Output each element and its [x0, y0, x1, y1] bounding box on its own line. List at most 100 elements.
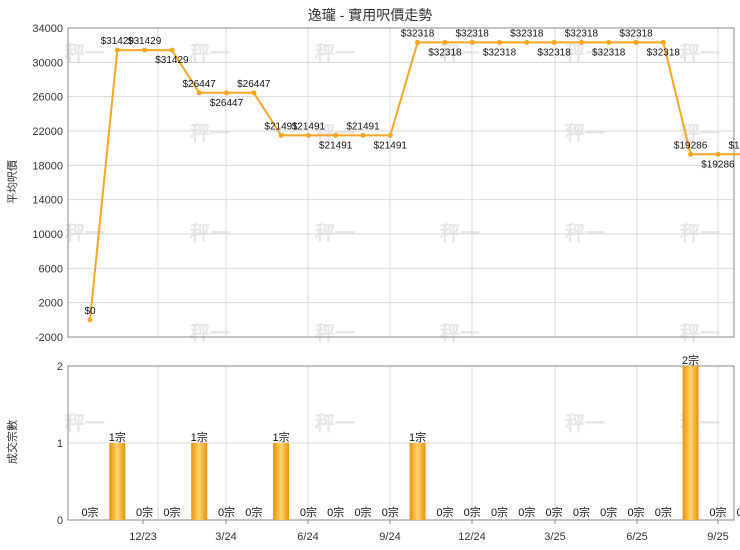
- price-point: [169, 47, 175, 53]
- price-point: [360, 132, 366, 138]
- price-point: [633, 39, 639, 45]
- transaction-data-label: 0宗: [627, 505, 644, 519]
- price-data-label: $32318: [647, 47, 681, 58]
- price-point: [415, 39, 421, 45]
- transaction-data-label: 2宗: [682, 353, 699, 367]
- transaction-data-label: 0宗: [436, 505, 453, 519]
- price-point: [497, 39, 502, 45]
- count-tick-label: 1: [57, 438, 63, 450]
- price-point: [578, 39, 584, 45]
- price-tick-label: 34000: [32, 23, 63, 35]
- transaction-data-label: 0宗: [518, 505, 535, 519]
- transaction-data-label: 1宗: [109, 430, 126, 444]
- price-point: [606, 39, 612, 45]
- transaction-data-label: 1宗: [273, 430, 290, 444]
- transaction-bar: [273, 443, 290, 520]
- transaction-data-label: 0宗: [573, 505, 590, 519]
- price-line-chart: -2000 2000 6000 10000 14000 18000 22000 26000 30…: [32, 23, 740, 344]
- watermark: 秤一: [65, 412, 105, 435]
- transaction-data-label: 0宗: [81, 505, 98, 519]
- price-data-label: $21491: [264, 121, 298, 132]
- transaction-data-label: 0宗: [464, 505, 481, 519]
- price-tick-label: 10000: [32, 229, 63, 241]
- price-data-label: $32318: [428, 47, 462, 58]
- price-tick-label: 30000: [32, 57, 63, 69]
- price-point: [387, 132, 393, 138]
- price-tick-label: -2000: [35, 332, 63, 344]
- price-data-label: $31429: [101, 36, 135, 47]
- transaction-data-label: 0宗: [300, 505, 317, 519]
- price-data-label: $32318: [510, 28, 544, 39]
- price-point: [688, 151, 694, 157]
- x-tick-label: 12/23: [129, 531, 157, 543]
- transaction-data-label: 0宗: [218, 505, 235, 519]
- price-data-label: $32318: [537, 47, 571, 58]
- price-point: [715, 151, 721, 157]
- price-data-label: $32318: [401, 28, 435, 39]
- x-tick-label: 3/25: [544, 531, 565, 543]
- price-data-label: $0: [84, 306, 96, 317]
- x-tick-label: 3/24: [215, 531, 236, 543]
- price-tick-label: 22000: [32, 126, 63, 138]
- price-data-label: $21491: [346, 121, 380, 132]
- price-point: [224, 90, 229, 96]
- watermark: 秤一: [440, 322, 480, 345]
- price-data-label: $32318: [456, 28, 490, 39]
- transaction-data-label: 0宗: [382, 505, 399, 519]
- price-data-label: $26447: [210, 98, 244, 109]
- price-tick-label: 2000: [39, 298, 63, 310]
- watermark: 秤一: [315, 322, 355, 345]
- price-axis-label: 平均呎價: [5, 160, 19, 204]
- transaction-data-label: 0宗: [354, 505, 371, 519]
- price-point: [305, 132, 311, 138]
- count-axis-label: 成交宗數: [5, 420, 19, 464]
- price-point: [469, 39, 475, 45]
- price-point: [551, 39, 557, 45]
- price-data-label: $19286: [701, 159, 735, 170]
- price-data-label: $26447: [237, 79, 271, 90]
- transaction-bar-chart: 0 1 2 12/23 3/24 6/24 9/24 12/24 3/25 6/25 9/25 0宗 1…: [57, 353, 740, 543]
- transaction-data-label: 0宗: [737, 505, 740, 519]
- watermark: 秤一: [680, 42, 720, 65]
- transaction-data-label: 0宗: [655, 505, 672, 519]
- price-data-label: $32318: [592, 47, 626, 58]
- price-tick-label: 18000: [32, 160, 63, 172]
- transaction-bar: [409, 443, 426, 520]
- price-plot-frame: [67, 27, 735, 338]
- transaction-data-label: 0宗: [136, 505, 153, 519]
- watermark: 秤一: [440, 42, 480, 65]
- watermark: 秤一: [565, 42, 605, 65]
- price-data-label: $21491: [319, 140, 353, 151]
- watermark: 秤一: [190, 322, 230, 345]
- price-point: [278, 132, 284, 138]
- watermark: 秤一: [680, 322, 720, 345]
- price-data-label: $26447: [183, 79, 217, 90]
- watermark: 秤一: [565, 122, 605, 145]
- transaction-bar: [109, 443, 126, 520]
- price-point: [196, 90, 202, 96]
- price-data-label: $21491: [374, 140, 408, 151]
- price-data-label: $19286: [674, 140, 708, 151]
- transaction-data-label: 1宗: [409, 430, 426, 444]
- count-tick-label: 2: [57, 361, 63, 373]
- price-data-label: $31429: [155, 55, 189, 66]
- transaction-data-label: 0宗: [546, 505, 563, 519]
- x-tick-label: 6/24: [297, 531, 318, 543]
- count-tick-label: 0: [57, 515, 63, 527]
- price-point: [251, 90, 257, 96]
- transaction-data-label: 0宗: [327, 505, 344, 519]
- count-plot-frame: [67, 365, 735, 521]
- price-point: [442, 39, 448, 45]
- price-point: [333, 132, 339, 138]
- watermark: 秤一: [315, 42, 355, 65]
- price-data-label: $21491: [292, 121, 326, 132]
- price-point: [114, 47, 120, 53]
- transaction-bar: [191, 443, 208, 520]
- price-tick-label: 14000: [32, 195, 63, 207]
- watermark: 秤一: [315, 412, 355, 435]
- transaction-data-label: 0宗: [163, 505, 180, 519]
- transaction-bar: [682, 366, 699, 520]
